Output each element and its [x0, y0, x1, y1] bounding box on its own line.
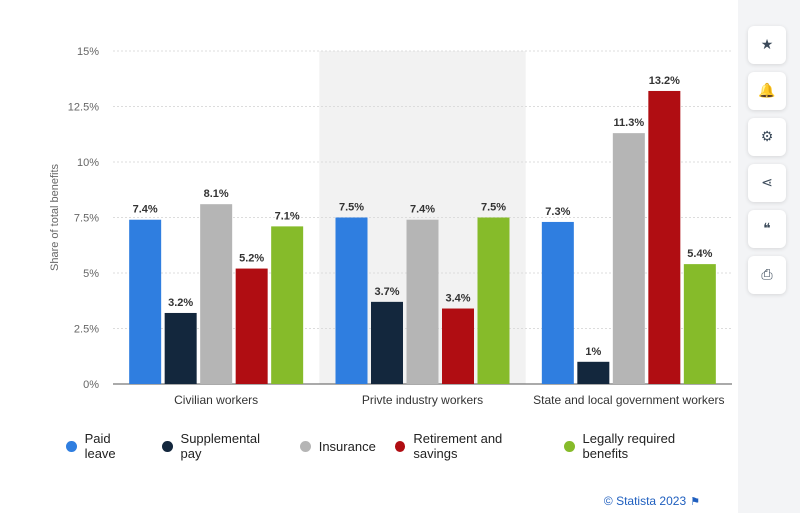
flag-icon: ⚑ — [690, 495, 700, 508]
quote-button[interactable]: ❝ — [748, 210, 786, 248]
bar-value-label: 8.1% — [204, 188, 229, 200]
bar — [200, 204, 233, 384]
bar-value-label: 13.2% — [649, 75, 680, 87]
legend-label: Paid leave — [84, 431, 116, 461]
bar-value-label: 7.5% — [339, 202, 364, 214]
bar — [442, 308, 474, 384]
legend-marker — [66, 440, 77, 452]
bar — [477, 217, 510, 384]
share-icon: ⋖ — [761, 175, 773, 191]
bar — [577, 361, 610, 384]
legend-label: Retirement and savings — [413, 431, 503, 461]
bar-value-label: 5.4% — [687, 248, 712, 260]
x-category-label: Civilian workers — [174, 393, 258, 407]
y-tick-label: 2.5% — [74, 324, 99, 336]
bar-value-label: 7.4% — [133, 204, 158, 216]
bar — [129, 219, 162, 384]
chart-card: 0% 2.5% 5% 7.5% 10% 12.5% 15% Share of total be… — [0, 0, 738, 513]
gear-button[interactable]: ⚙ — [748, 118, 786, 156]
y-tick-label: 7.5% — [74, 213, 99, 225]
legend-item[interactable]: Legally required benefits — [563, 431, 719, 461]
bell-icon: 🔔 — [758, 83, 776, 99]
tool-sidebar: ★ 🔔 ⚙ ⋖ ❝ ⎙ — [748, 26, 788, 302]
bar-value-label: 1% — [585, 346, 601, 358]
y-tick-label: 0% — [83, 379, 99, 391]
bar-value-label: 3.4% — [445, 293, 470, 305]
legend-item[interactable]: Paid leave — [66, 431, 143, 461]
star-button[interactable]: ★ — [748, 26, 786, 64]
print-icon: ⎙ — [761, 267, 773, 283]
bar — [541, 221, 574, 384]
bar — [335, 217, 368, 384]
bar-value-label: 5.2% — [239, 253, 264, 265]
legend-item[interactable]: Supplemental pay — [161, 431, 281, 461]
legend-item[interactable]: Insurance — [299, 438, 376, 454]
chart-legend: Paid leave Supplemental pay Insurance Retir… — [66, 431, 738, 461]
bar-value-label: 7.4% — [410, 204, 435, 216]
legend-item[interactable]: Retirement and savings — [394, 431, 545, 461]
legend-marker — [161, 440, 173, 452]
legend-marker — [394, 440, 406, 452]
credit-text: © Statista 2023 — [603, 494, 687, 508]
bar — [164, 312, 197, 384]
bell-button[interactable]: 🔔 — [748, 72, 786, 110]
y-tick-label: 10% — [77, 157, 99, 169]
y-tick-label: 12.5% — [68, 102, 99, 114]
bar — [371, 301, 403, 384]
legend-marker — [299, 440, 311, 452]
bar-value-label: 7.1% — [275, 210, 300, 222]
legend-marker — [563, 440, 575, 452]
bar — [271, 226, 304, 384]
statista-credit[interactable]: © Statista 2023 ⚑ — [604, 494, 700, 508]
x-category-label: Privte industry workers — [362, 393, 483, 407]
bar-value-label: 11.3% — [614, 117, 645, 129]
bar-value-label: 3.7% — [374, 286, 399, 298]
bar — [683, 264, 716, 384]
legend-label: Legally required benefits — [582, 431, 676, 461]
share-button[interactable]: ⋖ — [748, 164, 786, 202]
bar-value-label: 3.2% — [168, 297, 193, 309]
quote-icon: ❝ — [763, 221, 771, 237]
star-icon: ★ — [760, 37, 774, 53]
print-button[interactable]: ⎙ — [748, 256, 786, 294]
legend-label: Supplemental pay — [180, 431, 261, 461]
y-tick-label: 15% — [77, 46, 99, 58]
y-tick-label: 5% — [83, 268, 99, 280]
y-axis-label: Share of total benefits — [49, 163, 61, 271]
bar — [612, 133, 645, 384]
legend-label: Insurance — [318, 438, 376, 454]
bar — [235, 268, 268, 384]
bar-value-label: 7.5% — [481, 202, 506, 214]
bar — [648, 90, 681, 385]
bar-value-label: 7.3% — [545, 206, 570, 218]
bar-chart: 0% 2.5% 5% 7.5% 10% 12.5% 15% Share of total be… — [49, 46, 732, 407]
x-category-label: State and local government workers — [533, 393, 724, 407]
gear-icon: ⚙ — [760, 129, 774, 145]
bar — [406, 219, 439, 384]
